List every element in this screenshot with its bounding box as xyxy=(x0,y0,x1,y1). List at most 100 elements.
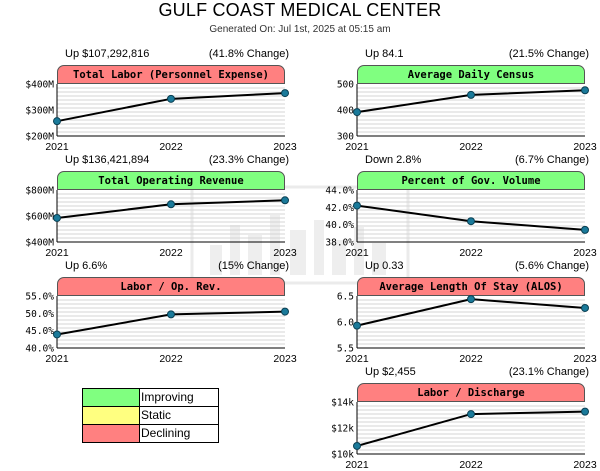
x-tick-label: 2021 xyxy=(345,247,369,259)
chart-panel-4: Down 2.8% (6.7% Change) Percent of Gov. Vo… xyxy=(325,154,597,259)
data-point xyxy=(353,321,361,330)
x-tick-label: 2022 xyxy=(459,141,483,153)
y-tick-label: 40.0% xyxy=(325,220,354,231)
data-point xyxy=(353,108,361,117)
y-tick-label: $600M xyxy=(25,212,54,223)
y-tick-label: 40.0% xyxy=(25,344,54,355)
change-percent: (23.3% Change) xyxy=(208,154,289,166)
y-tick-label: 50.0% xyxy=(25,309,54,320)
legend-label-declining: Declining xyxy=(141,426,191,440)
y-tick-label: $10k xyxy=(331,450,354,461)
change-amount: Up 84.1 xyxy=(365,48,404,60)
x-tick-label: 2023 xyxy=(573,247,597,259)
x-tick-label: 2023 xyxy=(273,353,297,365)
watermark-logo xyxy=(190,185,410,285)
x-tick-label: 2021 xyxy=(345,459,369,471)
x-tick-label: 2022 xyxy=(159,247,183,259)
change-percent: (6.7% Change) xyxy=(515,154,589,166)
y-tick-label: 300 xyxy=(337,132,354,143)
chart-title: Average Daily Census xyxy=(357,65,585,84)
x-tick-label: 2021 xyxy=(345,353,369,365)
plot-area: $10k $12k $14k xyxy=(331,398,589,461)
y-tick-label: $300M xyxy=(25,106,54,117)
y-tick-label: 6.0 xyxy=(337,318,354,329)
legend-label-improving: Improving xyxy=(141,390,194,404)
change-amount: Down 2.8% xyxy=(365,154,422,166)
data-point xyxy=(581,225,589,234)
x-tick-label: 2022 xyxy=(159,141,183,153)
plot-area: 38.0% 40.0% 42.0% 44.0% xyxy=(325,186,589,249)
y-tick-label: 5.5 xyxy=(337,344,354,355)
data-point xyxy=(281,307,289,316)
plot-area: 5.5 6.0 6.5 xyxy=(337,292,589,355)
legend-swatch-static xyxy=(83,407,140,424)
x-tick-label: 2022 xyxy=(159,353,183,365)
x-tick-label: 2022 xyxy=(459,353,483,365)
x-tick-label: 2022 xyxy=(459,247,483,259)
chart-title: Labor / Op. Rev. xyxy=(57,277,285,296)
data-point xyxy=(581,407,589,416)
data-point xyxy=(281,89,289,98)
y-tick-label: 6.5 xyxy=(337,292,354,303)
y-tick-label: 44.0% xyxy=(325,186,354,197)
plot-area: 300 400 500 xyxy=(337,80,589,143)
legend-label-static: Static xyxy=(141,408,172,422)
page-title: GULF COAST MEDICAL CENTER xyxy=(158,0,442,20)
data-point xyxy=(467,217,475,226)
x-tick-label: 2021 xyxy=(45,353,69,365)
change-percent: (21.5% Change) xyxy=(508,48,589,60)
plot-area: $400M $600M $800M xyxy=(25,186,289,249)
data-point xyxy=(353,201,361,210)
chart-panel-7: Up $2,455 (23.1% Change) Labor / Discharge… xyxy=(331,366,597,471)
chart-panel-5: Up 6.6% (15% Change) Labor / Op. Rev. 40.0%… xyxy=(25,260,297,365)
change-amount: Up $2,455 xyxy=(365,366,416,378)
chart-title: Percent of Gov. Volume xyxy=(357,171,585,190)
data-point xyxy=(53,117,61,126)
x-tick-label: 2023 xyxy=(273,247,297,259)
x-tick-label: 2023 xyxy=(573,353,597,365)
chart-title: Labor / Discharge xyxy=(357,383,585,402)
data-point xyxy=(167,310,175,319)
y-tick-label: 42.0% xyxy=(325,203,354,214)
y-tick-label: 400 xyxy=(337,106,354,117)
chart-title: Total Labor (Personnel Expense) xyxy=(57,65,285,84)
legend: Improving Static Declining xyxy=(82,388,219,443)
change-amount: Up $136,421,894 xyxy=(65,154,150,166)
change-percent: (41.8% Change) xyxy=(208,48,289,60)
y-tick-label: $200M xyxy=(25,132,54,143)
y-tick-label: 45.0% xyxy=(25,326,54,337)
data-point xyxy=(467,295,475,304)
y-tick-label: $12k xyxy=(331,424,354,435)
legend-item-declining: Declining xyxy=(83,424,218,442)
y-tick-label: $800M xyxy=(25,186,54,197)
legend-item-improving: Improving xyxy=(83,389,218,406)
data-point xyxy=(167,200,175,209)
y-tick-label: $14k xyxy=(331,398,354,409)
data-point xyxy=(53,330,61,339)
x-tick-label: 2022 xyxy=(459,459,483,471)
change-percent: (23.1% Change) xyxy=(508,366,589,378)
chart-panel-2: Up 84.1 (21.5% Change) Average Daily Censu… xyxy=(337,48,597,153)
change-amount: Up 0.33 xyxy=(365,260,404,272)
y-tick-label: 55.0% xyxy=(25,292,54,303)
y-tick-label: $400M xyxy=(25,238,54,249)
x-tick-label: 2021 xyxy=(45,247,69,259)
chart-title: Average Length Of Stay (ALOS) xyxy=(357,277,585,296)
data-point xyxy=(353,441,361,450)
change-percent: (15% Change) xyxy=(218,260,289,272)
x-tick-label: 2021 xyxy=(45,141,69,153)
x-tick-label: 2023 xyxy=(573,459,597,471)
chart-panel-6: Up 0.33 (5.6% Change) Average Length Of St… xyxy=(337,260,597,365)
plot-area: 40.0% 45.0% 50.0% 55.0% xyxy=(25,292,289,355)
data-point xyxy=(467,410,475,419)
x-tick-label: 2023 xyxy=(273,141,297,153)
data-point xyxy=(581,86,589,95)
legend-item-static: Static xyxy=(83,406,218,424)
y-tick-label: $400M xyxy=(25,80,54,91)
data-point xyxy=(467,90,475,99)
change-amount: Up $107,292,816 xyxy=(65,48,150,60)
x-tick-label: 2021 xyxy=(345,141,369,153)
plot-area: $200M $300M $400M xyxy=(25,80,289,143)
data-point xyxy=(581,303,589,312)
legend-swatch-declining xyxy=(83,425,140,442)
